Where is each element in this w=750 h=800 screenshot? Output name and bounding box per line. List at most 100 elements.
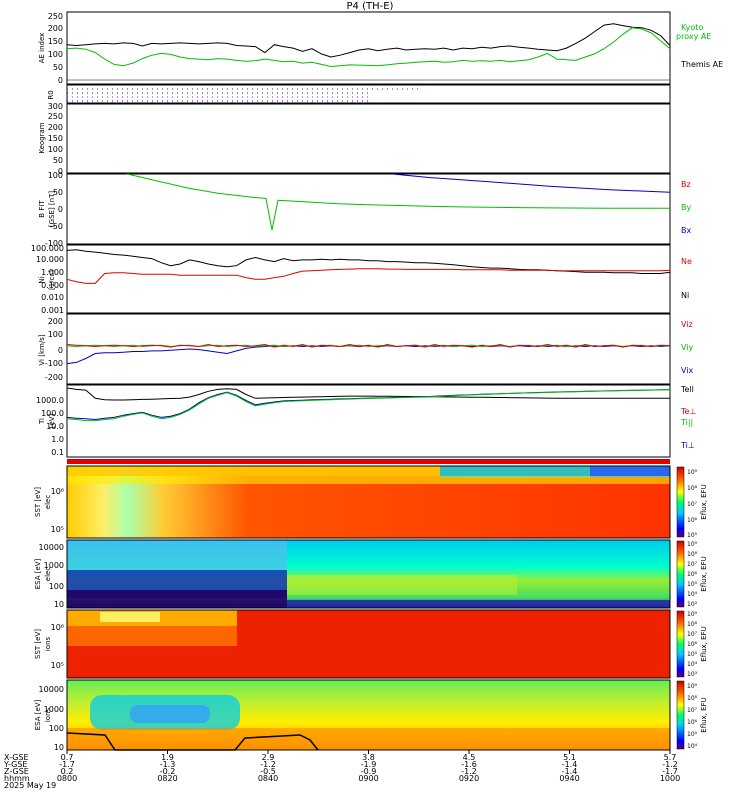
temperature-ytick: 100.0 <box>41 409 64 418</box>
colorbar-tick: 10⁴ <box>687 743 698 750</box>
keogram-ytick: 100 <box>48 145 63 154</box>
legend-ni: Ni <box>681 291 689 300</box>
ae-ytick: 0 <box>58 76 63 85</box>
footer-z-value: 0.2 <box>61 767 74 776</box>
footer-z-value: -0.5 <box>260 767 276 776</box>
velocity-ytick: -200 <box>45 373 63 382</box>
colorbar-tick: 10⁶ <box>687 641 698 648</box>
series-line-vix <box>66 345 671 365</box>
colorbar-tick: 10⁵ <box>687 731 698 738</box>
legend-viz: Viz <box>681 320 693 329</box>
colorbar-tick: 10⁸ <box>687 485 698 492</box>
esa-i-ytick: 10 <box>54 743 64 752</box>
footer-y-value: -1.4 <box>562 760 578 769</box>
esa-e-ytick: 1000 <box>44 561 64 570</box>
bfield-ytick: 0 <box>58 205 63 214</box>
series-line-tell <box>66 387 670 401</box>
velocity-ytick: -100 <box>45 359 63 368</box>
keogram-ytick: 50 <box>53 156 63 165</box>
footer-t-value: 0800 <box>57 774 77 783</box>
panel-bfield: B FIT [GSE] [nT] 100 50 0 -50 -100 Bz By… <box>38 171 691 248</box>
bfield-ytick: -50 <box>50 222 63 231</box>
footer-x-value: 2.9 <box>262 753 275 762</box>
sst-e-sub: elec <box>44 495 52 510</box>
esa-i-contour <box>66 732 319 751</box>
series-line-ti-par <box>66 389 671 422</box>
footer-y-value: -1.3 <box>160 760 176 769</box>
colorbar-tick: 10⁹ <box>687 611 698 618</box>
flag-bar <box>67 459 670 464</box>
footer-x-value: 4.5 <box>463 753 476 762</box>
panel-keogram: Keogram 300 250 200 150 100 50 0 <box>38 102 671 176</box>
legend-tell: Tell <box>680 385 694 394</box>
footer-t-value: 0920 <box>459 774 479 783</box>
bfield-ytick: -100 <box>45 239 63 248</box>
esa-i-ytick: 100 <box>49 724 64 733</box>
colorbar-tick: 10⁵ <box>687 532 698 539</box>
density-ylabel: Ni <box>38 276 46 283</box>
colorbar-tick: 10⁹ <box>687 541 698 548</box>
keogram-ytick: 300 <box>48 102 63 111</box>
colorbar-esa-i <box>676 680 685 750</box>
legend-te-perp: Te⊥ <box>680 407 696 416</box>
esa-e-ytick: 100 <box>49 582 64 591</box>
colorbar-label: Eflux, EFU <box>700 626 708 661</box>
colorbar-tick: 10⁷ <box>687 501 698 508</box>
esa-e-ylabel: ESA [eV] <box>34 558 42 589</box>
ae-ytick: 100 <box>48 50 63 59</box>
legend-proxy-ae: proxy AE <box>676 32 711 41</box>
keogram-ytick: 250 <box>48 112 63 121</box>
esa-e-ytick: 10 <box>54 600 64 609</box>
colorbar-label: Eflux, EFU <box>700 484 708 519</box>
ae-ytick: 50 <box>53 63 63 72</box>
legend-ti-par: Ti|| <box>680 418 693 427</box>
density-ytick: 0.100 <box>41 281 64 290</box>
footer-t-value: 0820 <box>157 774 177 783</box>
footer-z-value: -1.4 <box>562 767 578 776</box>
velocity-ylabel: Vi [km/s] <box>38 334 46 365</box>
series-line-ti-perp <box>66 389 671 421</box>
footer-y-value: -1.2 <box>662 760 678 769</box>
esa-i-ylabel: ESA [eV] <box>34 699 42 730</box>
temperature-ytick: 10.0 <box>46 422 64 431</box>
panel-temperature: Ti [eV] 1000.0 100.0 10.0 1.0 0.1 Tell T… <box>36 384 696 458</box>
panel-velocity: Vi [km/s] 200 100 0 -100 -200 Viz Viy Vi… <box>38 313 694 385</box>
ae-ytick: 250 <box>48 12 63 21</box>
legend-viy: Viy <box>681 343 694 352</box>
sst-i-sub: ions <box>44 636 52 651</box>
density-ytick: 0.010 <box>41 293 64 302</box>
footer-x-value: 3.8 <box>362 753 375 762</box>
sst-i-ylabel: SST [eV] <box>34 629 42 659</box>
ae-ytick: 200 <box>48 24 63 33</box>
velocity-ytick: 100 <box>48 330 63 339</box>
legend-themis-ae: Themis AE <box>680 60 723 69</box>
keogram-ytick: 0 <box>58 167 63 176</box>
footer-x-value: 5.1 <box>563 753 576 762</box>
colorbar-tick: 10⁵ <box>687 581 698 588</box>
series-line-ni <box>66 249 671 274</box>
density-ylabel-units: [1/cc] <box>48 270 56 290</box>
colorbar-tick: 10⁶ <box>687 517 698 524</box>
panel-density: Ni [1/cc] 100.000 10.000 1.000 0.100 0.0… <box>31 244 692 315</box>
panel-sst-electrons: SST [eV] elec 10⁶ 10⁵ Eflux, EFU 10⁹ 10⁸… <box>34 465 708 539</box>
legend-kyoto: Kyoto <box>681 23 703 32</box>
colorbar-esa-e <box>676 540 685 608</box>
series-line-ne <box>66 268 671 284</box>
legend-bz: Bz <box>681 180 691 189</box>
colorbar-label: Eflux, EFU <box>700 697 708 732</box>
footer-y-value: -1.9 <box>361 760 377 769</box>
legend-by: By <box>681 203 691 212</box>
density-ytick: 0.001 <box>41 306 64 315</box>
esa-e-sub: elec <box>44 567 52 582</box>
esa-i-ytick: 1000 <box>44 705 64 714</box>
series-line-viz <box>66 343 671 348</box>
colorbar-tick: 10⁶ <box>687 719 698 726</box>
footer-x-value: 0.7 <box>61 753 74 762</box>
colorbar-tick: 10⁹ <box>687 469 698 476</box>
ae-ytick: 150 <box>48 37 63 46</box>
density-ytick: 100.000 <box>31 244 64 253</box>
colorbar-sst-i <box>676 610 685 678</box>
series-line-kyoto-proxy-ae <box>66 27 671 68</box>
footer-row-label: hhmm <box>4 774 30 783</box>
footer-z-value: -1.7 <box>662 767 678 776</box>
